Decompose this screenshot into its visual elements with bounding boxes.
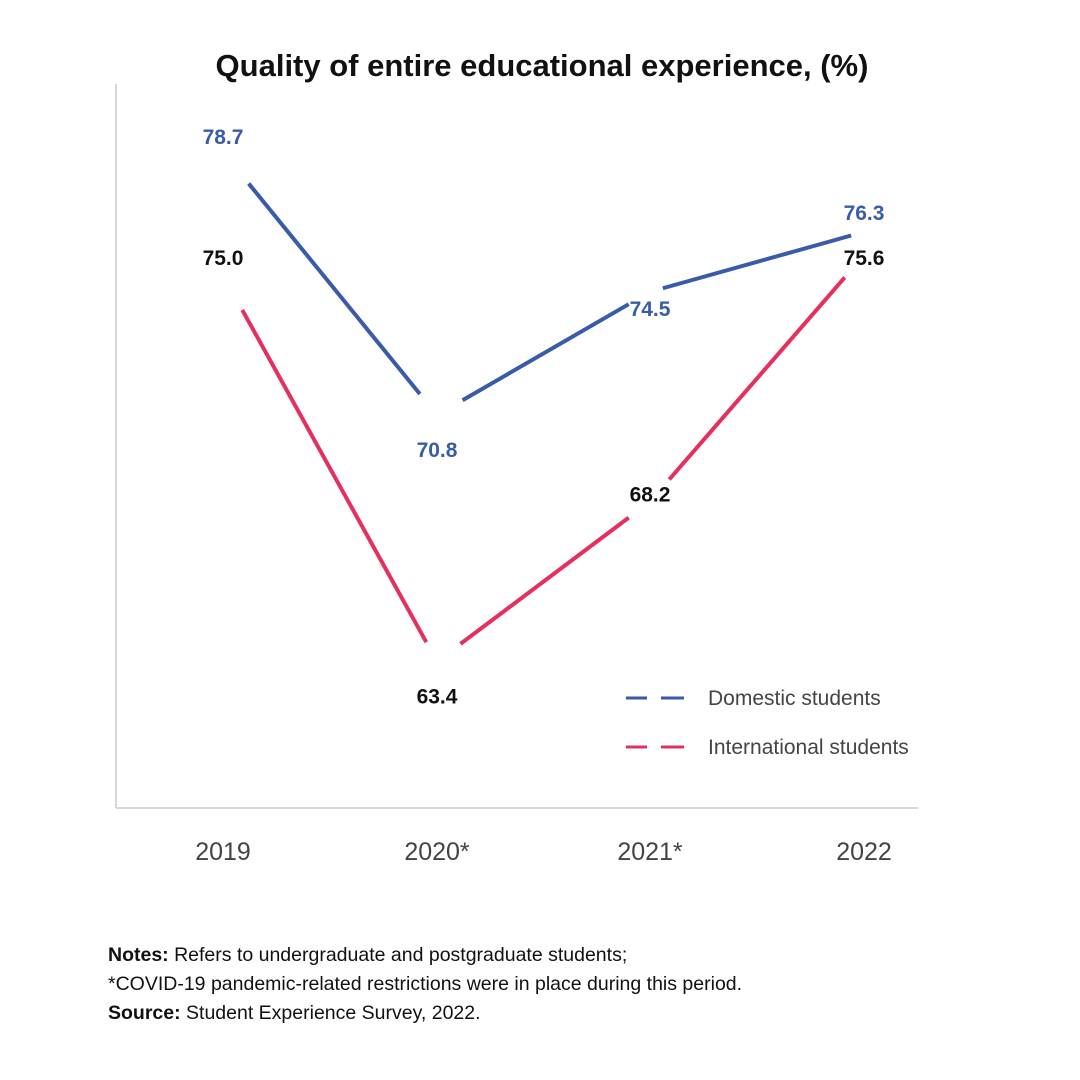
chart-title: Quality of entire educational experience… [216,48,869,83]
data-label-international-1: 75.0 [203,247,244,270]
series-international-segment-1 [240,308,429,644]
series-domestic-segment-1 [247,182,422,396]
series-international-segment-3 [667,276,847,481]
x-tick-label: 2022 [836,838,892,866]
data-label-international-2: 63.4 [417,685,458,708]
series-domestic-segment-2 [461,302,630,403]
data-label-international-4: 75.6 [844,247,885,270]
x-tick-label: 2021* [617,838,683,866]
series-layer [240,182,852,646]
series-domestic-segment-3 [662,233,852,291]
chart-axes [115,84,918,809]
chart-notes: Notes: Refers to undergraduate and postg… [108,941,1048,1028]
source-text: Student Experience Survey, 2022. [180,1002,481,1024]
notes-text: Refers to undergraduate and postgraduate… [168,944,628,966]
data-label-domestic-1: 78.7 [203,126,244,149]
data-label-international-3: 68.2 [630,484,671,507]
source-line: Source: Student Experience Survey, 2022. [108,999,1048,1028]
x-tick-label: 2020* [404,838,470,866]
source-label: Source: [108,1002,181,1024]
series-international-segment-2 [459,516,630,646]
notes-label: Notes: [108,944,169,966]
x-tick-label: 2019 [195,838,251,866]
data-label-layer: 78.7 70.8 74.5 76.3 75.0 63.4 68.2 75.6 [203,126,885,708]
legend-label-domestic: Domestic students [708,687,881,710]
data-label-domestic-4: 76.3 [844,202,885,225]
data-label-domestic-2: 70.8 [417,439,458,462]
legend-label-international: International students [708,736,909,759]
legend: Domestic students International students [626,687,909,759]
notes-line: Notes: Refers to undergraduate and postg… [108,941,1048,970]
x-tick-layer: 2019 2020* 2021* 2022 [195,838,892,866]
covid-note: *COVID-19 pandemic-related restrictions … [108,973,743,995]
data-label-domestic-3: 74.5 [630,298,671,321]
